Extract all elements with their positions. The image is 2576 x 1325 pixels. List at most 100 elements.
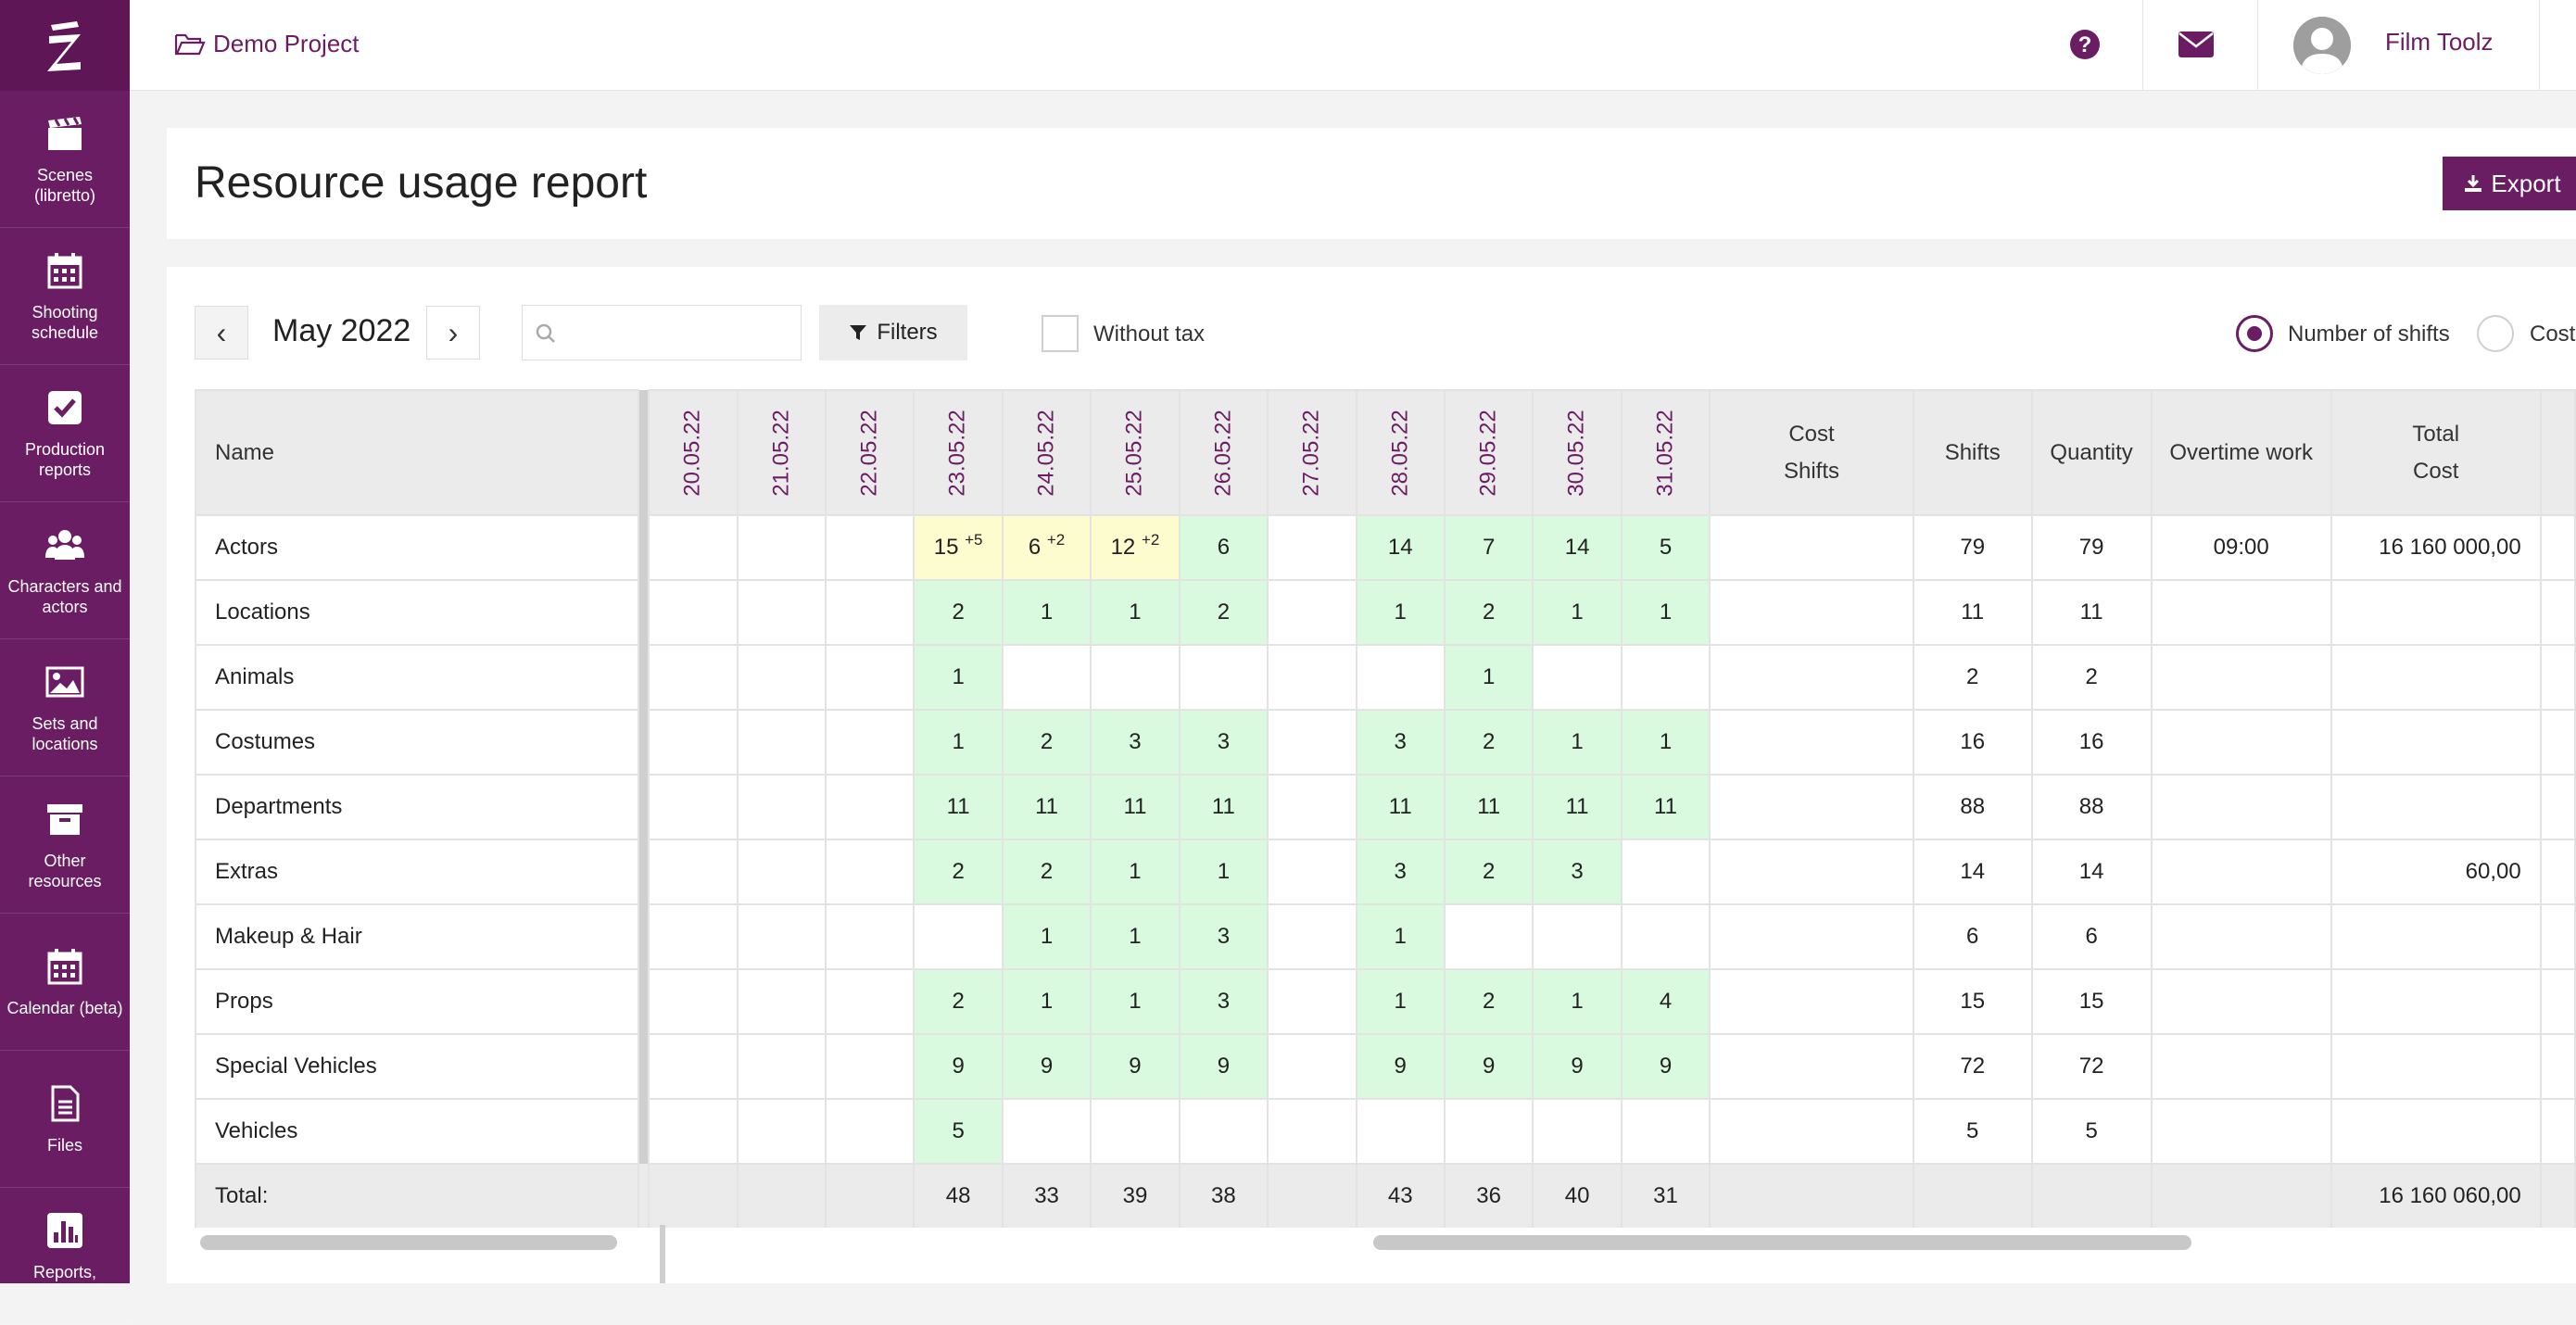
day-cell[interactable] <box>824 1098 915 1165</box>
day-cell[interactable]: 3 <box>1355 839 1446 905</box>
day-cell[interactable]: 2 <box>913 968 1004 1035</box>
day-cell[interactable]: 1 <box>1090 903 1181 970</box>
avatar[interactable] <box>2293 17 2351 74</box>
day-cell[interactable] <box>736 839 827 905</box>
day-cell[interactable] <box>1532 903 1623 970</box>
column-header-date[interactable]: 29.05.22 <box>1443 389 1534 516</box>
day-cell[interactable]: 15 +5 <box>913 514 1004 581</box>
column-header-cost-shifts[interactable]: Cost Shifts <box>1709 389 1914 516</box>
day-cell[interactable] <box>1620 903 1711 970</box>
day-cell[interactable]: 9 <box>1001 1033 1092 1100</box>
column-header-quantity[interactable]: Quantity <box>2030 389 2153 516</box>
cost-label[interactable]: Cost <box>2530 322 2576 347</box>
day-cell[interactable]: 1 <box>1355 968 1446 1035</box>
without-tax-checkbox[interactable] <box>1042 315 1079 352</box>
day-cell[interactable]: 2 <box>1443 968 1534 1035</box>
day-cell[interactable] <box>1267 514 1357 581</box>
day-cell[interactable]: 1 <box>1178 839 1269 905</box>
column-header-date[interactable]: 27.05.22 <box>1267 389 1357 516</box>
export-button[interactable]: Export <box>2443 157 2576 210</box>
day-cell[interactable]: 3 <box>1178 968 1269 1035</box>
day-cell[interactable]: 11 <box>1090 774 1181 840</box>
day-cell[interactable] <box>1267 968 1357 1035</box>
help-button[interactable]: ? <box>2066 26 2103 63</box>
column-header-date[interactable]: 21.05.22 <box>736 389 827 516</box>
day-cell[interactable]: 1 <box>1090 839 1181 905</box>
day-cell[interactable] <box>1267 1098 1357 1165</box>
day-cell[interactable]: 1 <box>913 709 1004 776</box>
day-cell[interactable] <box>1443 903 1534 970</box>
column-header-overtime[interactable]: Overtime work <box>2150 389 2332 516</box>
column-header-date[interactable]: 26.05.22 <box>1178 389 1269 516</box>
day-cell[interactable]: 9 <box>1443 1033 1534 1100</box>
day-cell[interactable]: 9 <box>913 1033 1004 1100</box>
day-cell[interactable]: 9 <box>1178 1033 1269 1100</box>
day-cell[interactable]: 3 <box>1178 903 1269 970</box>
day-cell[interactable]: 1 <box>1532 579 1623 646</box>
without-tax-label[interactable]: Without tax <box>1093 322 1206 347</box>
day-cell[interactable] <box>736 968 827 1035</box>
day-cell[interactable]: 2 <box>1443 839 1534 905</box>
day-cell[interactable] <box>736 1098 827 1165</box>
day-cell[interactable]: 1 <box>1001 579 1092 646</box>
number-of-shifts-radio[interactable] <box>2236 315 2273 352</box>
column-header-date[interactable]: 23.05.22 <box>913 389 1004 516</box>
day-cell[interactable]: 1 <box>1001 903 1092 970</box>
day-cell[interactable] <box>1443 1098 1534 1165</box>
day-cell[interactable] <box>1178 1098 1269 1165</box>
day-cell[interactable] <box>736 514 827 581</box>
day-cell[interactable]: 1 <box>1090 968 1181 1035</box>
day-cell[interactable]: 3 <box>1532 839 1623 905</box>
day-cell[interactable]: 1 <box>1532 968 1623 1035</box>
sidebar-item-characters[interactable]: Characters and actors <box>0 502 130 639</box>
day-cell[interactable]: 1 <box>913 644 1004 711</box>
day-cell[interactable] <box>648 774 739 840</box>
search-input[interactable] <box>522 305 802 360</box>
day-cell[interactable]: 2 <box>1001 709 1092 776</box>
day-cell[interactable]: 2 <box>913 579 1004 646</box>
day-cell[interactable] <box>736 1033 827 1100</box>
sidebar-item-files[interactable]: Files <box>0 1051 130 1188</box>
right-horizontal-scrollbar[interactable] <box>1373 1235 2191 1250</box>
column-header-name[interactable]: Name <box>195 389 639 516</box>
day-cell[interactable] <box>1001 644 1092 711</box>
column-header-shifts[interactable]: Shifts <box>1912 389 2033 516</box>
day-cell[interactable]: 9 <box>1532 1033 1623 1100</box>
left-horizontal-scrollbar[interactable] <box>200 1235 617 1250</box>
day-cell[interactable] <box>1267 1033 1357 1100</box>
table-row[interactable]: Makeup & Hair 1 1 3 1 6 6 <box>195 903 2576 970</box>
day-cell[interactable] <box>648 1098 739 1165</box>
day-cell[interactable]: 9 <box>1090 1033 1181 1100</box>
sidebar-item-scenes[interactable]: Scenes (libretto) <box>0 91 130 228</box>
day-cell[interactable]: 2 <box>1178 579 1269 646</box>
day-cell[interactable]: 2 <box>1443 579 1534 646</box>
table-row[interactable]: Animals 1 1 2 2 <box>195 644 2576 711</box>
day-cell[interactable] <box>1001 1098 1092 1165</box>
day-cell[interactable]: 2 <box>913 839 1004 905</box>
day-cell[interactable] <box>736 903 827 970</box>
day-cell[interactable] <box>824 1033 915 1100</box>
table-row[interactable]: Locations 2 1 1 2 1 2 1 1 11 11 <box>195 579 2576 646</box>
column-header-date[interactable]: 30.05.22 <box>1532 389 1623 516</box>
day-cell[interactable]: 11 <box>1443 774 1534 840</box>
column-header-date[interactable]: 25.05.22 <box>1090 389 1181 516</box>
sidebar-item-calendar[interactable]: Calendar (beta) <box>0 914 130 1051</box>
day-cell[interactable] <box>824 709 915 776</box>
prev-month-button[interactable]: ‹ <box>195 306 248 360</box>
day-cell[interactable] <box>824 514 915 581</box>
day-cell[interactable]: 2 <box>1443 709 1534 776</box>
next-month-button[interactable]: › <box>426 306 480 360</box>
day-cell[interactable]: 14 <box>1355 514 1446 581</box>
table-row[interactable]: Vehicles 5 5 5 <box>195 1098 2576 1165</box>
day-cell[interactable]: 6 <box>1178 514 1269 581</box>
column-splitter[interactable] <box>638 390 650 515</box>
number-of-shifts-label[interactable]: Number of shifts <box>2288 322 2450 347</box>
day-cell[interactable]: 11 <box>1620 774 1711 840</box>
user-name[interactable]: Film Toolz <box>2385 28 2494 56</box>
day-cell[interactable]: 2 <box>1001 839 1092 905</box>
day-cell[interactable]: 1 <box>1355 903 1446 970</box>
day-cell[interactable] <box>1267 839 1357 905</box>
pane-splitter[interactable] <box>660 1225 665 1283</box>
day-cell[interactable] <box>1620 1098 1711 1165</box>
day-cell[interactable]: 14 <box>1532 514 1623 581</box>
